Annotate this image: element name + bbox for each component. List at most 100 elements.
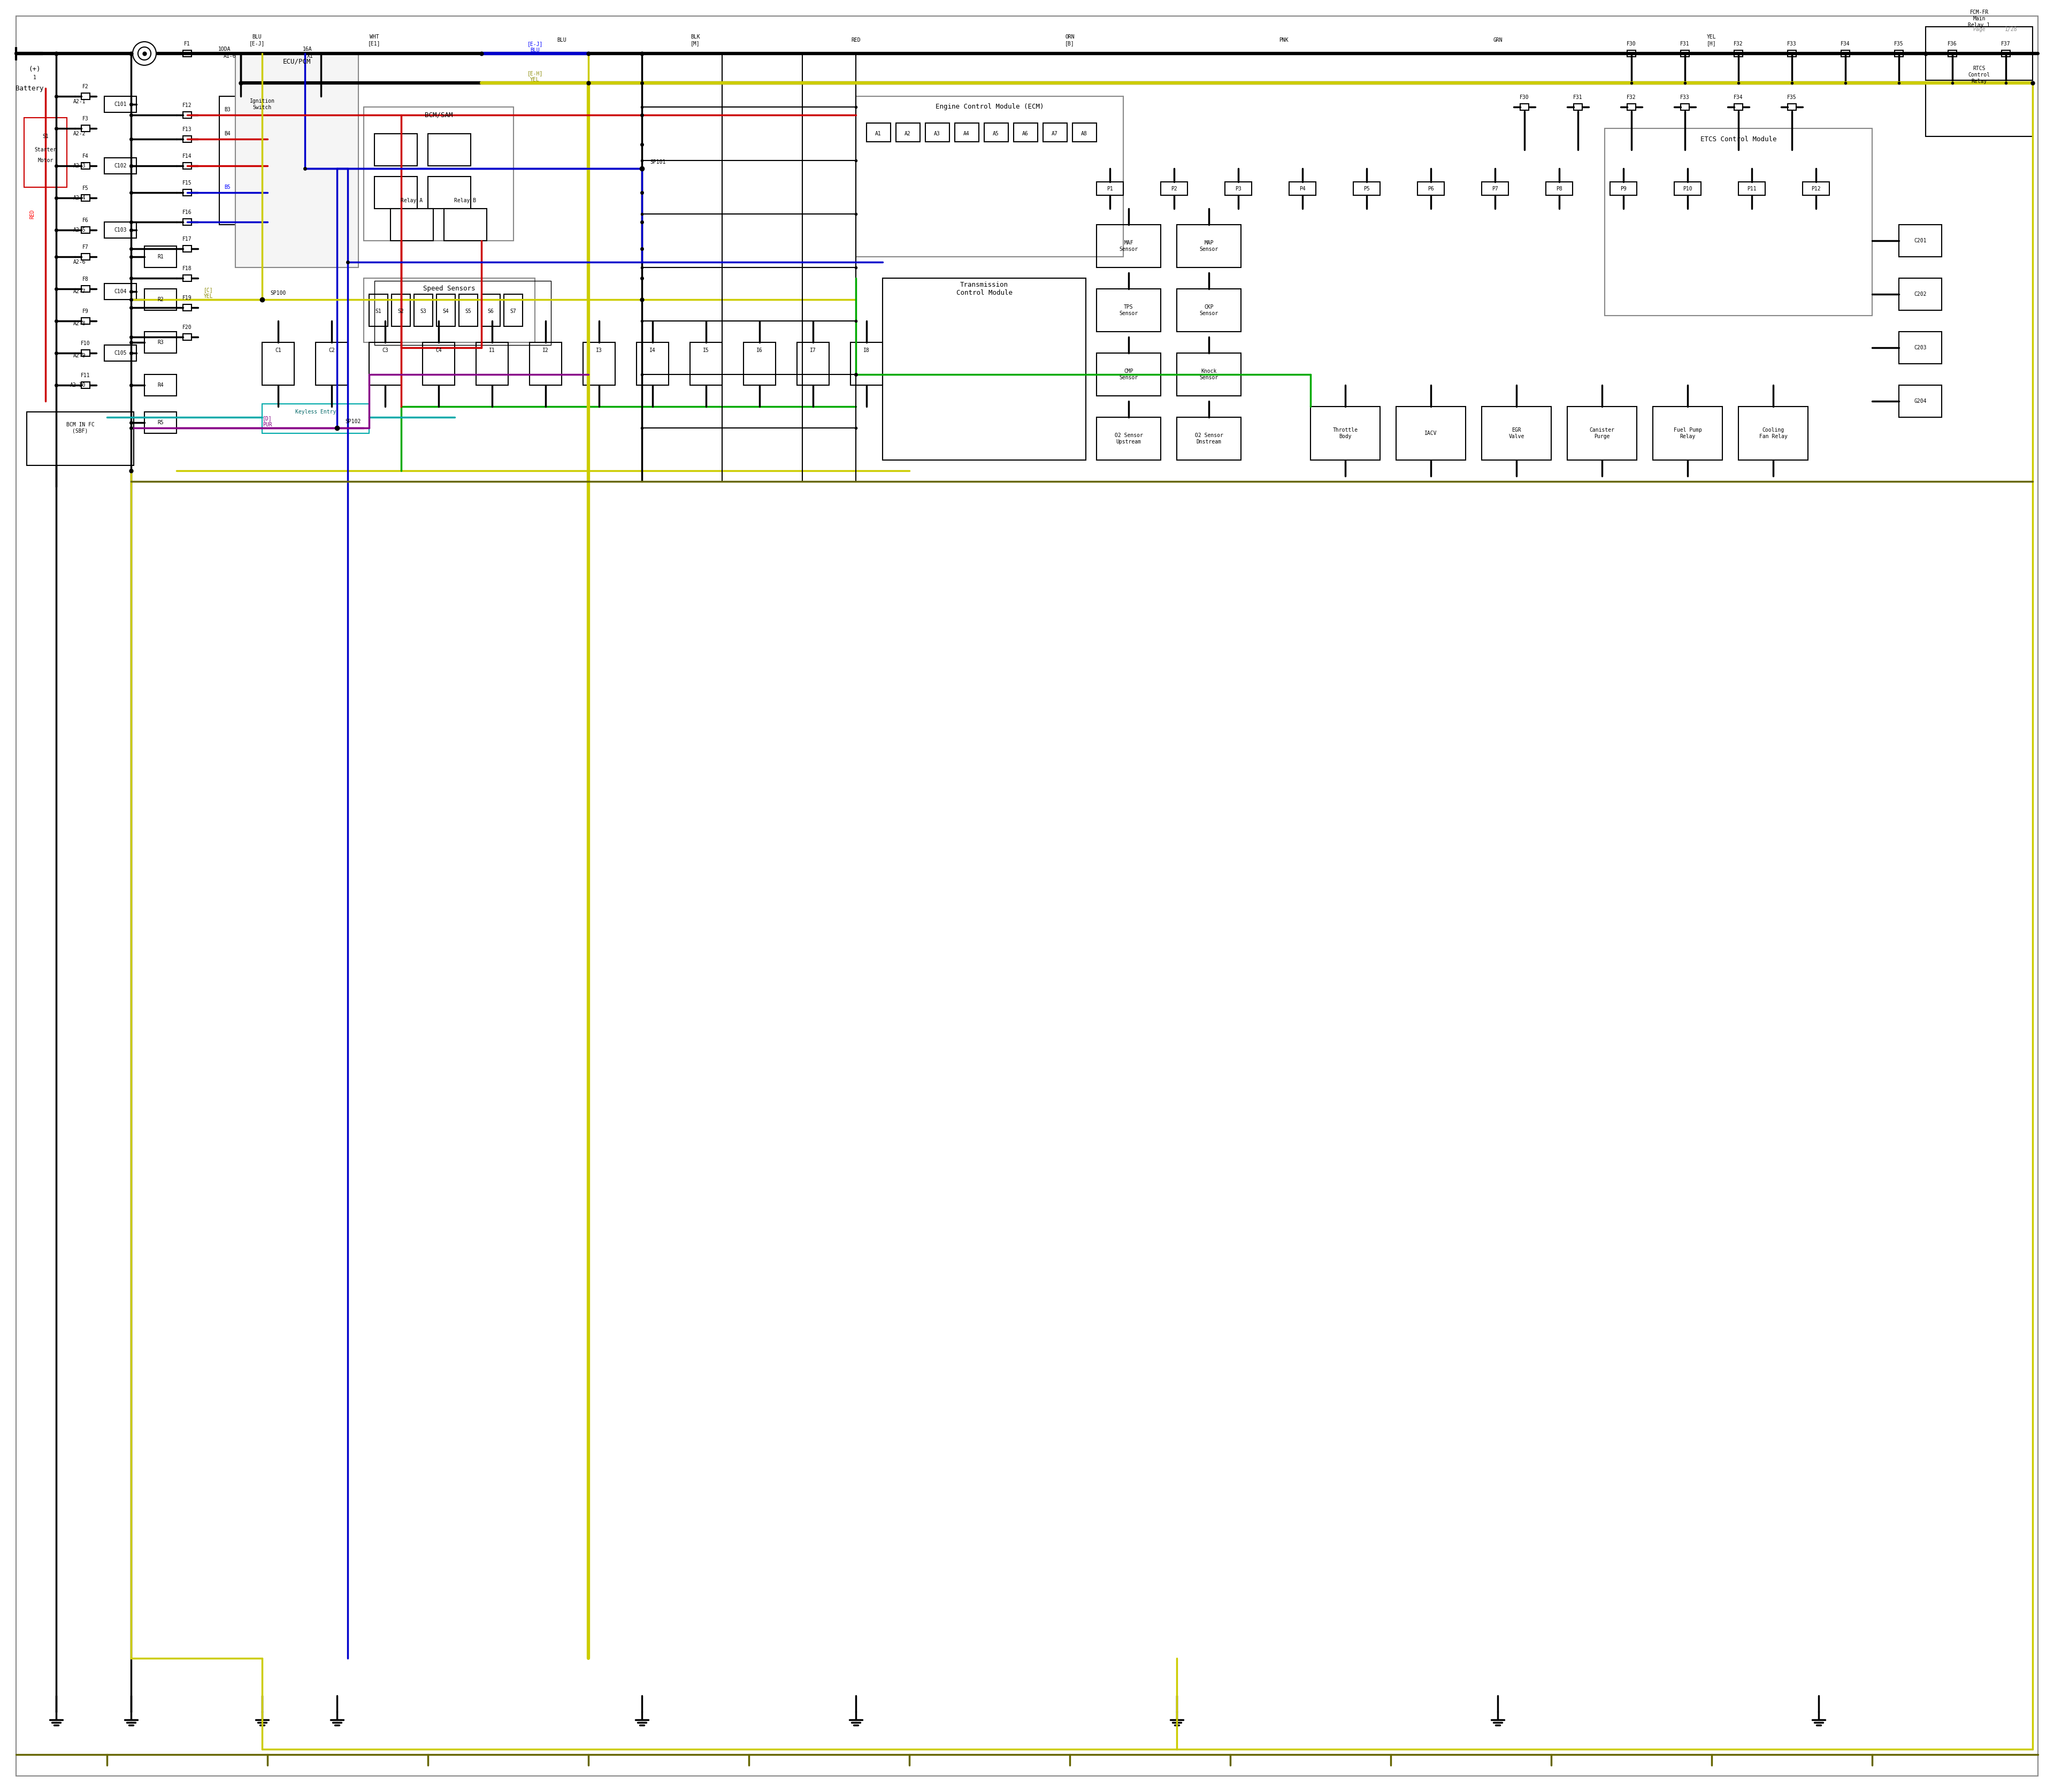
Bar xyxy=(1224,181,1251,195)
Text: A2-10: A2-10 xyxy=(70,382,86,387)
Text: Battery: Battery xyxy=(14,84,43,91)
Text: Canister
Purge: Canister Purge xyxy=(1590,428,1614,439)
Bar xyxy=(1520,104,1528,109)
Bar xyxy=(1734,104,1742,109)
Text: R1: R1 xyxy=(158,254,164,260)
Bar xyxy=(220,97,304,224)
Text: I8: I8 xyxy=(863,348,869,353)
Bar xyxy=(1161,181,1187,195)
Bar xyxy=(850,342,883,385)
Text: CKP
Sensor: CKP Sensor xyxy=(1200,305,1218,315)
Text: BLU
[E-J]: BLU [E-J] xyxy=(249,34,265,47)
Bar xyxy=(183,190,191,195)
Text: A8: A8 xyxy=(1080,131,1087,136)
Bar xyxy=(896,124,920,142)
Text: BLK
[M]: BLK [M] xyxy=(690,34,700,47)
Bar xyxy=(105,158,136,174)
Text: 1/28: 1/28 xyxy=(2005,27,2017,32)
Text: F3: F3 xyxy=(82,116,88,122)
Bar xyxy=(1898,224,1941,256)
Bar xyxy=(1653,407,1723,461)
Bar xyxy=(1927,27,2033,81)
Bar xyxy=(183,246,191,253)
Text: R5: R5 xyxy=(158,419,164,425)
Text: F34: F34 xyxy=(1734,95,1744,100)
Text: Transmission
Control Module: Transmission Control Module xyxy=(955,281,1013,296)
Bar xyxy=(857,97,1124,256)
Bar xyxy=(444,208,487,240)
Bar xyxy=(316,342,347,385)
Bar xyxy=(144,412,177,434)
Text: [C]
YEL: [C] YEL xyxy=(203,287,214,299)
Text: S6: S6 xyxy=(487,308,493,314)
Text: G204: G204 xyxy=(1914,398,1927,403)
Text: I6: I6 xyxy=(756,348,762,353)
Bar xyxy=(530,342,561,385)
Text: F36: F36 xyxy=(1947,41,1957,47)
Bar xyxy=(374,134,417,167)
Bar xyxy=(1787,104,1795,109)
Bar xyxy=(1610,181,1637,195)
Text: Cooling
Fan Relay: Cooling Fan Relay xyxy=(1758,428,1787,439)
Text: F31: F31 xyxy=(1680,41,1690,47)
Text: C103: C103 xyxy=(115,228,127,233)
Text: P2: P2 xyxy=(1171,186,1177,192)
Bar xyxy=(883,278,1087,461)
Text: A7: A7 xyxy=(1052,131,1058,136)
Text: F30: F30 xyxy=(1520,95,1528,100)
Text: R4: R4 xyxy=(158,382,164,387)
Text: X1: X1 xyxy=(308,54,314,59)
Text: F32: F32 xyxy=(1627,95,1637,100)
Text: FCM-FR
Main
Relay 1: FCM-FR Main Relay 1 xyxy=(1968,9,1990,27)
Text: P5: P5 xyxy=(1364,186,1370,192)
Bar xyxy=(955,124,980,142)
Bar xyxy=(1604,129,1871,315)
Text: F4: F4 xyxy=(82,154,88,159)
Text: P6: P6 xyxy=(1428,186,1434,192)
Text: P12: P12 xyxy=(1812,186,1820,192)
Bar xyxy=(1627,50,1635,57)
Bar xyxy=(1397,407,1467,461)
Text: Relay B: Relay B xyxy=(454,197,477,202)
Text: O2 Sensor
Upstream: O2 Sensor Upstream xyxy=(1115,434,1142,444)
Bar xyxy=(1097,289,1161,332)
Bar xyxy=(415,294,433,326)
Text: Starter: Starter xyxy=(35,147,55,152)
Text: F13: F13 xyxy=(183,127,191,133)
Bar xyxy=(1547,181,1573,195)
Bar xyxy=(183,50,191,57)
Bar xyxy=(144,246,177,267)
Text: BCM IN FC
(SBF): BCM IN FC (SBF) xyxy=(66,423,94,434)
Text: F5: F5 xyxy=(82,186,88,192)
Bar xyxy=(370,294,388,326)
Text: C102: C102 xyxy=(115,163,127,168)
Bar xyxy=(1043,124,1068,142)
Text: S1: S1 xyxy=(43,134,49,140)
Text: BCM/SAM: BCM/SAM xyxy=(425,111,452,118)
Text: I1: I1 xyxy=(489,348,495,353)
Text: A1: A1 xyxy=(875,131,881,136)
Bar xyxy=(1787,50,1795,57)
Text: Relay A: Relay A xyxy=(401,197,423,202)
Text: ORN
[B]: ORN [B] xyxy=(1066,34,1074,47)
Bar xyxy=(236,54,357,267)
Text: F11: F11 xyxy=(80,373,90,378)
Bar xyxy=(392,294,411,326)
Bar xyxy=(1097,224,1161,267)
Text: F7: F7 xyxy=(82,244,88,249)
Text: SP101: SP101 xyxy=(649,159,665,165)
Bar xyxy=(105,283,136,299)
Bar xyxy=(1674,181,1701,195)
Text: P1: P1 xyxy=(1107,186,1113,192)
Text: S4: S4 xyxy=(442,308,448,314)
Text: R3: R3 xyxy=(158,340,164,346)
Text: A6: A6 xyxy=(1023,131,1029,136)
Bar xyxy=(374,281,550,346)
Bar xyxy=(263,342,294,385)
Bar xyxy=(797,342,830,385)
Bar xyxy=(1097,353,1161,396)
Text: RED: RED xyxy=(850,38,861,43)
Text: F17: F17 xyxy=(183,237,191,242)
Bar xyxy=(2001,50,2011,57)
Text: F2: F2 xyxy=(82,84,88,90)
